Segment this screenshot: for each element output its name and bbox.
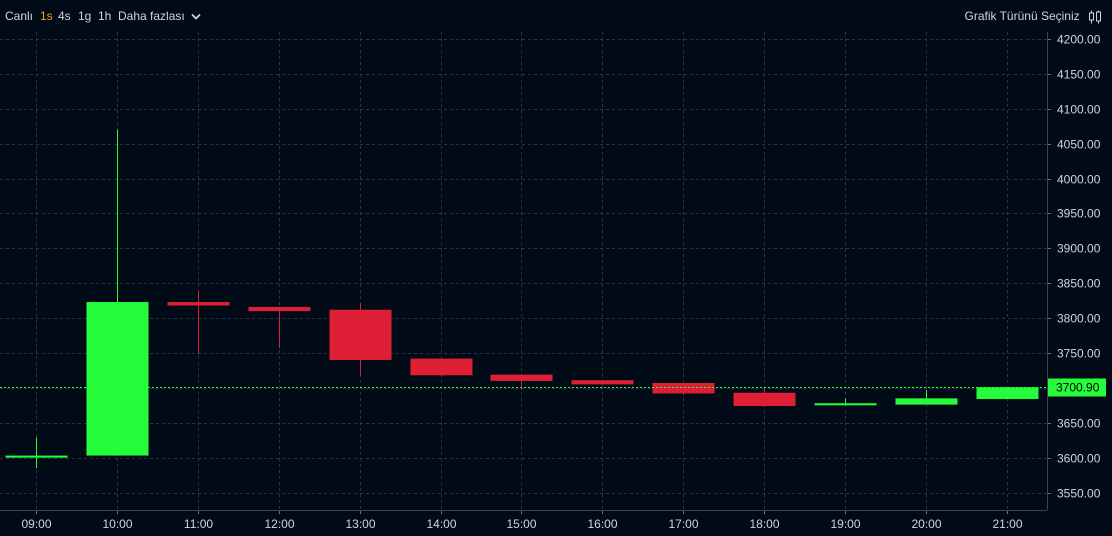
chevron-down-icon	[191, 13, 201, 20]
y-tick-label: 3850.00	[1057, 277, 1101, 291]
candle-down	[248, 306, 311, 312]
x-tick-label: 18:00	[749, 517, 779, 531]
y-tick-label: 4000.00	[1057, 173, 1101, 187]
x-tick-label: 20:00	[911, 517, 941, 531]
x-tick-label: 09:00	[21, 517, 51, 531]
y-tick-label: 3800.00	[1057, 312, 1101, 326]
candle-down	[652, 382, 715, 394]
candle-down	[167, 302, 230, 306]
x-tick-label: 14:00	[426, 517, 456, 531]
x-tick-label: 11:00	[184, 517, 213, 531]
y-tick-label: 3550.00	[1057, 487, 1101, 501]
candle-down	[410, 358, 473, 376]
interval-4s-button[interactable]: 4s	[58, 9, 71, 23]
candle-down	[329, 309, 392, 360]
candle-down	[571, 380, 634, 385]
candle-up	[976, 387, 1039, 400]
more-intervals-label: Daha fazlası	[118, 9, 185, 23]
y-tick-label: 4050.00	[1057, 138, 1101, 152]
x-tick-label: 16:00	[587, 517, 617, 531]
candle-up	[895, 398, 958, 405]
y-tick-label: 4100.00	[1057, 103, 1101, 117]
x-tick-label: 19:00	[830, 517, 860, 531]
x-tick-label: 17:00	[668, 517, 698, 531]
chart-toolbar: Canlı 1s 4s 1g 1h Daha fazlası Grafik Tü…	[0, 0, 1112, 32]
x-tick-label: 15:00	[506, 517, 536, 531]
x-tick-label: 13:00	[345, 517, 375, 531]
y-tick-label: 4150.00	[1057, 68, 1101, 82]
y-tick-label: 3950.00	[1057, 207, 1101, 221]
x-tick-label: 10:00	[102, 517, 132, 531]
interval-1s-button[interactable]: 1s	[40, 9, 53, 23]
candle-down	[490, 374, 553, 381]
y-tick-label: 3900.00	[1057, 242, 1101, 256]
last-price-label: 3700.90	[1056, 381, 1100, 395]
x-tick-label: 21:00	[992, 517, 1022, 531]
y-tick-label: 3600.00	[1057, 452, 1101, 466]
interval-1g-button[interactable]: 1g	[78, 9, 92, 23]
chart-type-selector[interactable]: Grafik Türünü Seçiniz	[964, 9, 1102, 24]
live-button[interactable]: Canlı	[5, 9, 34, 23]
last-price-badge	[1048, 378, 1106, 397]
y-tick-label: 3750.00	[1057, 347, 1101, 361]
more-intervals-dropdown[interactable]: Daha fazlası	[118, 9, 201, 23]
chart-type-label: Grafik Türünü Seçiniz	[964, 9, 1080, 23]
y-tick-label: 3650.00	[1057, 417, 1101, 431]
candle-down	[733, 392, 796, 407]
candlestick-icon	[1089, 10, 1101, 24]
candle-up	[86, 302, 149, 456]
interval-1h-button[interactable]: 1h	[98, 9, 112, 23]
y-tick-label: 4200.00	[1057, 33, 1101, 47]
x-tick-label: 12:00	[264, 517, 294, 531]
candle-up	[814, 403, 877, 406]
candle-up	[5, 455, 68, 458]
